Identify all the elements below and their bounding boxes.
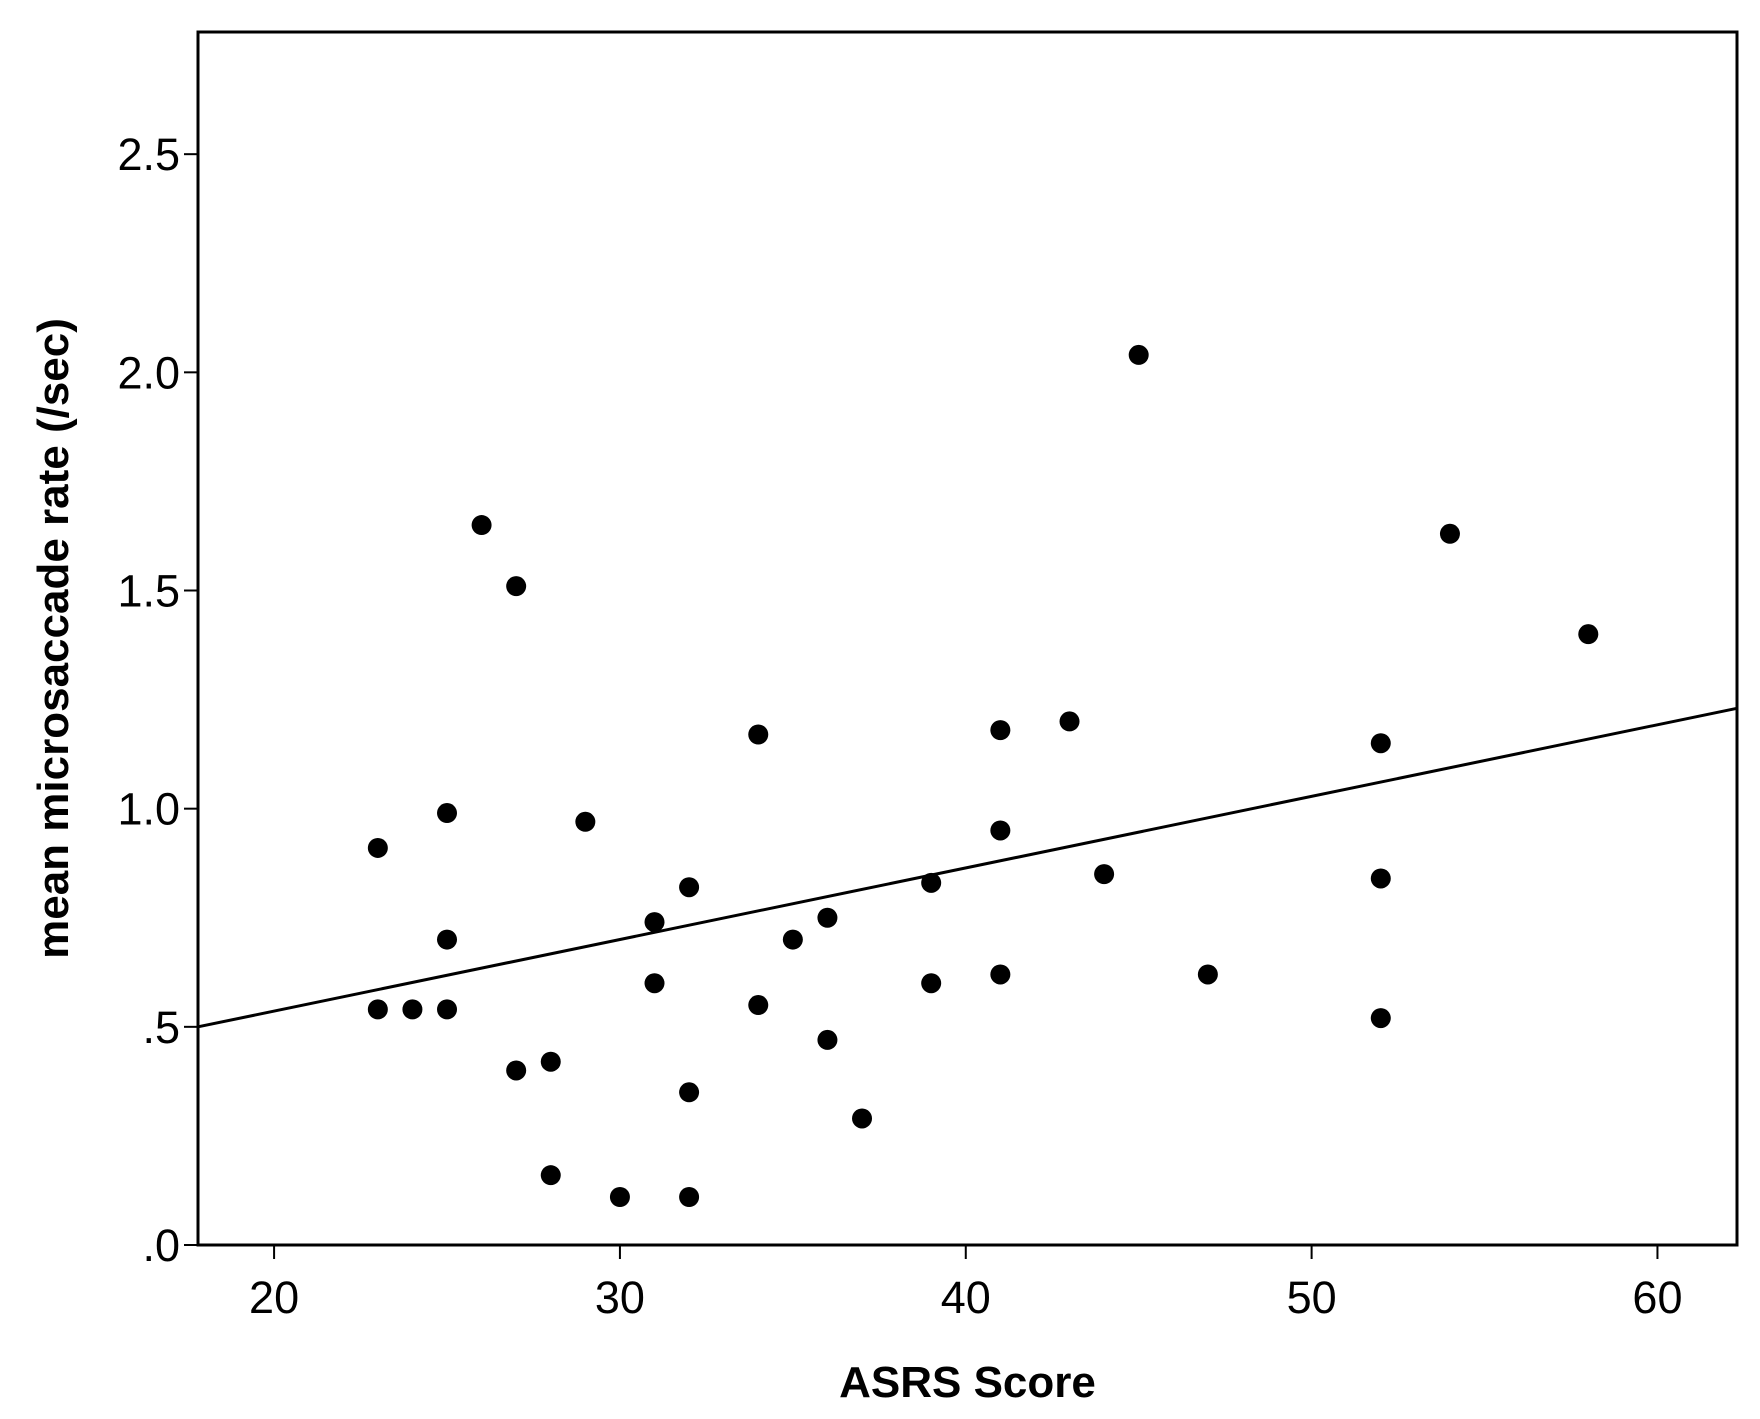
data-point <box>921 973 942 994</box>
fit-line-group <box>197 706 1738 1029</box>
data-point <box>367 999 388 1020</box>
data-point <box>506 1060 527 1081</box>
data-point <box>782 929 803 950</box>
data-point <box>1370 733 1391 754</box>
data-point <box>1370 1008 1391 1029</box>
data-point <box>1578 624 1599 645</box>
x-tick-label: 20 <box>249 1272 299 1323</box>
y-axis-title: mean microsaccade rate (/sec) <box>29 318 78 959</box>
data-point <box>679 1082 700 1103</box>
data-point <box>1128 344 1149 365</box>
data-point <box>990 964 1011 985</box>
data-point <box>679 1187 700 1208</box>
data-points <box>367 344 1599 1208</box>
x-tick-label: 30 <box>595 1272 645 1323</box>
data-point <box>609 1187 630 1208</box>
data-point <box>402 999 423 1020</box>
data-point <box>1197 964 1218 985</box>
data-point <box>437 999 458 1020</box>
x-tick-label: 40 <box>941 1272 991 1323</box>
data-point <box>644 973 665 994</box>
data-point <box>471 515 492 536</box>
data-point <box>990 820 1011 841</box>
data-point <box>817 907 838 928</box>
data-point <box>817 1029 838 1050</box>
regression-line <box>197 706 1738 1029</box>
data-point <box>437 929 458 950</box>
plot-frame <box>196 30 1739 1247</box>
data-point <box>1094 864 1115 885</box>
x-axis-title: ASRS Score <box>839 1358 1096 1407</box>
x-axis-ticks: 20 30 40 50 60 <box>249 1245 1682 1323</box>
data-point <box>437 803 458 824</box>
data-point <box>506 576 527 597</box>
data-point <box>644 912 665 933</box>
x-tick-label: 60 <box>1632 1272 1682 1323</box>
y-tick-label: .0 <box>142 1220 180 1271</box>
y-tick-label: 2.0 <box>117 347 180 398</box>
data-point <box>921 872 942 893</box>
data-point <box>748 724 769 745</box>
data-point <box>852 1108 873 1129</box>
x-tick-label: 50 <box>1287 1272 1337 1323</box>
data-point <box>1439 523 1460 544</box>
data-point <box>748 995 769 1016</box>
data-point <box>990 720 1011 741</box>
y-tick-label: .5 <box>142 1002 180 1053</box>
data-point <box>1059 711 1080 732</box>
data-point <box>540 1165 561 1186</box>
y-tick-label: 1.0 <box>117 784 180 835</box>
data-point <box>540 1051 561 1072</box>
data-point <box>679 877 700 898</box>
y-axis-ticks: .0 .5 1.0 1.5 2.0 2.5 <box>117 129 198 1271</box>
data-point <box>575 811 596 832</box>
y-tick-label: 2.5 <box>117 129 180 180</box>
y-tick-label: 1.5 <box>117 566 180 617</box>
data-point <box>1370 868 1391 889</box>
data-point <box>367 837 388 858</box>
